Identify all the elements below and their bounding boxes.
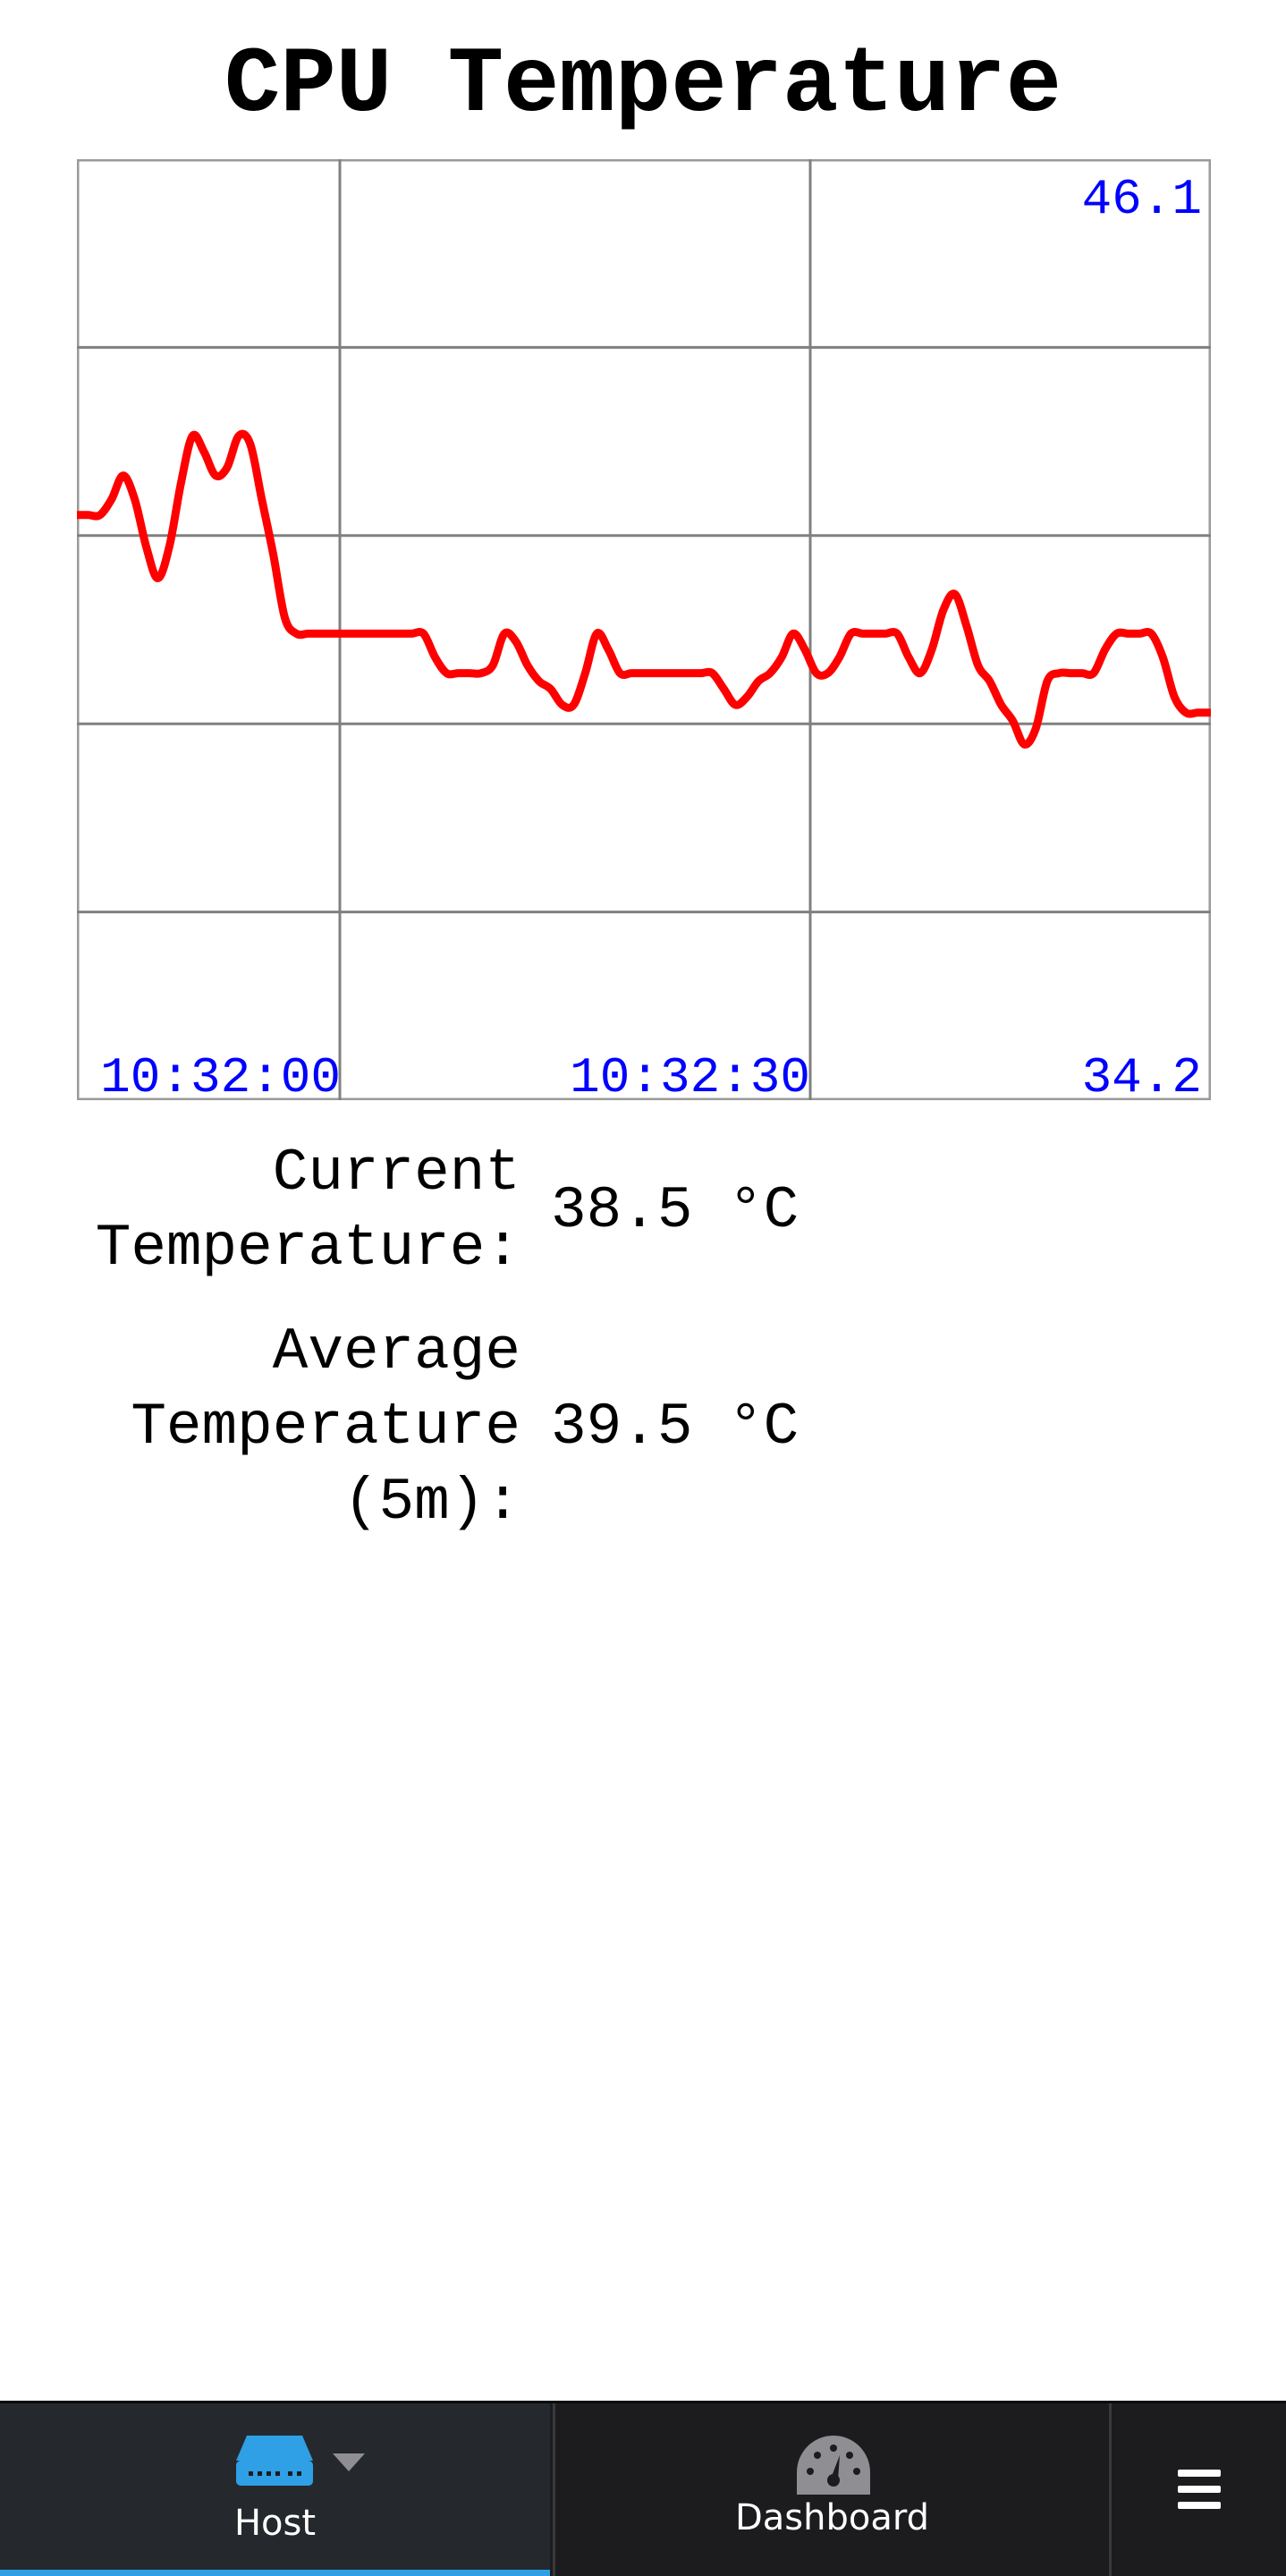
tab-dashboard[interactable]: Dashboard bbox=[553, 2403, 1109, 2576]
x-tick-label: 10:32:00 bbox=[100, 1049, 341, 1100]
y-max-label: 46.1 bbox=[1082, 171, 1202, 228]
temperature-series-line bbox=[77, 429, 1211, 749]
current-temperature-value: 38.5 °C bbox=[551, 1177, 800, 1244]
average-temperature-label: Average Temperature (5m): bbox=[131, 1318, 520, 1536]
chart-grid bbox=[77, 159, 1211, 1100]
average-temperature-value: 39.5 °C bbox=[551, 1394, 800, 1461]
hamburger-menu-icon bbox=[1178, 2470, 1221, 2509]
chart-frame bbox=[77, 159, 1211, 1100]
current-temperature-label: Current Temperature: bbox=[95, 1140, 520, 1282]
tab-host[interactable]: Host bbox=[0, 2403, 550, 2576]
bottom-tab-bar: Host Dashboard bbox=[0, 2401, 1286, 2576]
x-tick-label: 10:32:30 bbox=[570, 1049, 810, 1100]
menu-button[interactable] bbox=[1109, 2403, 1286, 2576]
tab-host-label: Host bbox=[233, 2503, 317, 2544]
page-title: CPU Temperature bbox=[224, 33, 1062, 139]
server-icon bbox=[236, 2436, 313, 2486]
tab-dashboard-label: Dashboard bbox=[734, 2497, 929, 2538]
temperature-chart: 46.1 34.2 10:32:00 10:32:30 bbox=[77, 159, 1211, 1100]
chevron-down-icon[interactable] bbox=[333, 2453, 365, 2471]
y-min-label: 34.2 bbox=[1082, 1049, 1202, 1100]
gauge-icon bbox=[797, 2436, 870, 2495]
